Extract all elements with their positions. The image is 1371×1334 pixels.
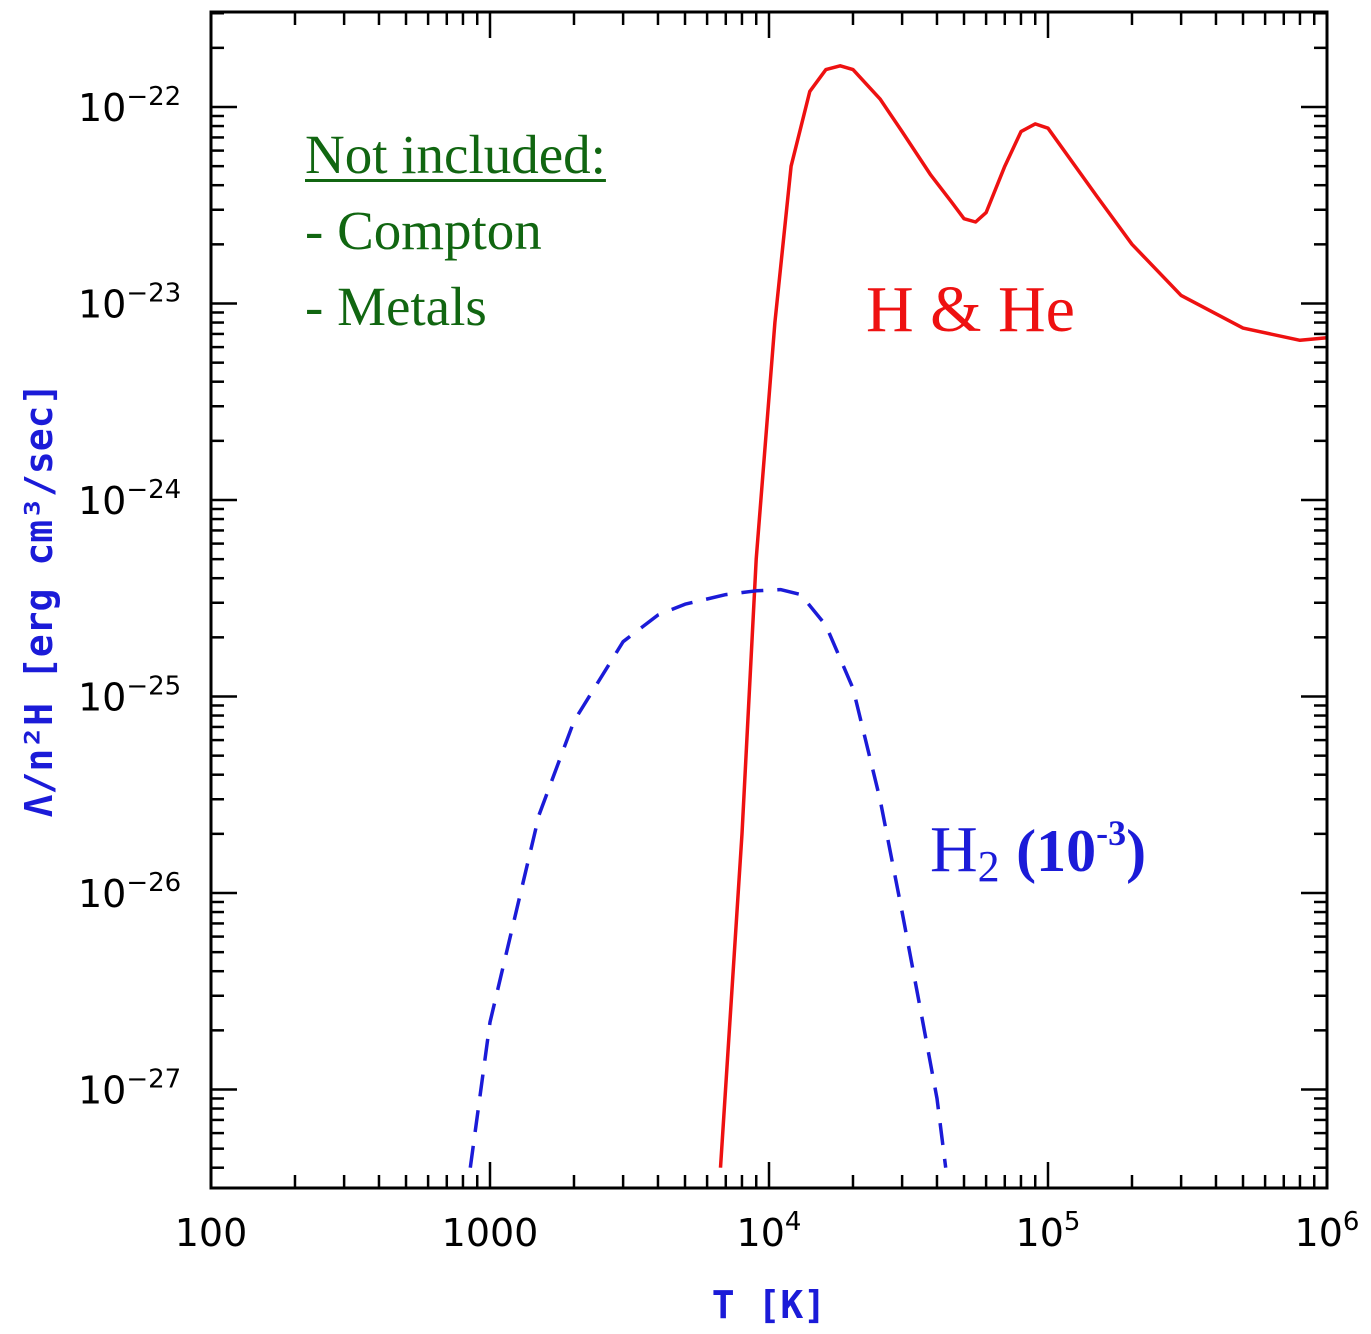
y-tick-base: 10	[78, 872, 126, 916]
x-tick-base: 10	[737, 1211, 785, 1255]
plot-frame	[209, 10, 1329, 1190]
series-label-h2: H2 (10-3)	[930, 812, 1146, 892]
y-tick-base: 10	[78, 86, 126, 130]
x-tick-exponent: 5	[1064, 1207, 1081, 1237]
series-label-h-he: H & He	[866, 273, 1075, 346]
h2-factor: (10-3)	[1016, 813, 1147, 884]
x-tick-label: 105	[1016, 1207, 1081, 1255]
y-tick-exponent: −22	[126, 82, 181, 112]
h2-factor-base: (10	[1016, 818, 1097, 884]
y-tick-label: 10−26	[78, 868, 181, 916]
h-he-cooling-curve	[718, 64, 1328, 1168]
axis-ticks	[211, 11, 1327, 1188]
y-tick-label: 10−23	[78, 279, 181, 327]
h2-base: H	[930, 813, 978, 886]
x-tick-exponent: 4	[785, 1207, 802, 1237]
y-tick-exponent: −26	[126, 868, 181, 898]
note-heading: Not included:	[305, 124, 606, 185]
y-tick-label: 10−25	[78, 672, 181, 720]
h2-cooling-curve	[468, 587, 948, 1168]
note-block: Not included:	[305, 127, 606, 182]
x-tick-base: 10	[1016, 1211, 1064, 1255]
y-tick-base: 10	[78, 676, 126, 720]
y-axis-title: Λ/n²H [erg cm³/sec]	[17, 383, 61, 818]
x-tick-label: 1000	[442, 1211, 539, 1255]
curves	[468, 64, 1328, 1168]
h2-factor-close: )	[1126, 818, 1147, 884]
x-tick-base: 10	[1295, 1211, 1343, 1255]
x-axis-title: T [K]	[712, 1283, 826, 1327]
y-tick-exponent: −27	[126, 1065, 181, 1095]
note-item-metals: - Metals	[305, 276, 487, 337]
y-tick-base: 10	[78, 1069, 126, 1113]
tick-labels: 100 1000 104 105 10610−2210−2310−2410−2510−2…	[78, 82, 1359, 1255]
y-tick-exponent: −24	[126, 475, 181, 505]
y-tick-label: 10−27	[78, 1065, 181, 1113]
y-tick-exponent: −23	[126, 279, 181, 309]
x-tick-exponent: 6	[1343, 1207, 1360, 1237]
y-tick-base: 10	[78, 479, 126, 523]
y-tick-label: 10−24	[78, 475, 181, 523]
h2-subscript: 2	[977, 842, 1000, 891]
x-tick-label: 106	[1295, 1207, 1360, 1255]
y-tick-label: 10−22	[78, 82, 181, 130]
y-tick-exponent: −25	[126, 672, 181, 702]
h2-factor-exp: -3	[1096, 813, 1127, 853]
x-tick-label: 100	[175, 1211, 248, 1255]
x-tick-label: 104	[737, 1207, 802, 1255]
y-tick-base: 10	[78, 283, 126, 327]
note-item-compton: - Compton	[305, 200, 542, 261]
